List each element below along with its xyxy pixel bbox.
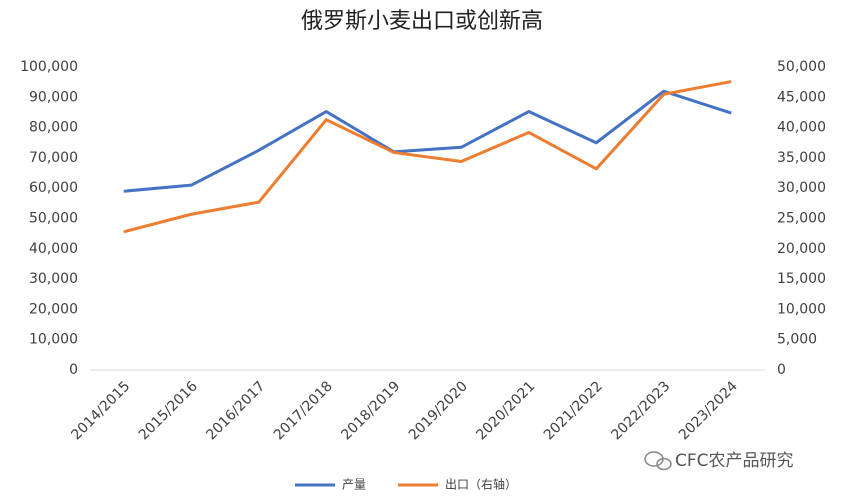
y-tick-label: 80,000: [29, 120, 78, 136]
y-tick-label: 20,000: [29, 301, 78, 317]
y2-tick-label: 0: [777, 362, 786, 378]
y-tick-label: 40,000: [29, 241, 78, 257]
y2-tick-label: 50,000: [777, 59, 826, 75]
y2-tick-label: 40,000: [777, 120, 826, 136]
y-tick-label: 90,000: [29, 89, 78, 105]
x-tick-label: 2016/2017: [203, 378, 268, 443]
y2-tick-label: 5,000: [777, 332, 817, 348]
series-line: [123, 80, 732, 234]
y-tick-label: 0: [69, 362, 78, 378]
x-tick-label: 2021/2022: [541, 378, 606, 443]
x-tick-label: 2022/2023: [608, 378, 673, 443]
x-tick-label: 2020/2021: [473, 378, 538, 443]
y2-tick-label: 10,000: [777, 301, 826, 317]
y-tick-label: 70,000: [29, 150, 78, 166]
x-tick-label: 2019/2020: [406, 378, 471, 443]
legend-label: 产量: [342, 478, 366, 492]
series-line: [123, 89, 732, 193]
y-tick-label: 50,000: [29, 211, 78, 227]
y-tick-label: 100,000: [20, 59, 78, 75]
legend-label: 出口（右轴）: [445, 477, 517, 492]
chart-title: 俄罗斯小麦出口或创新高: [301, 9, 543, 34]
y2-tick-label: 30,000: [777, 180, 826, 196]
y2-tick-label: 45,000: [777, 89, 826, 105]
x-tick-label: 2017/2018: [271, 378, 336, 443]
x-tick-label: 2018/2019: [338, 378, 403, 443]
watermark-icon: [644, 451, 672, 471]
y2-tick-label: 20,000: [777, 241, 826, 257]
y2-tick-label: 25,000: [777, 211, 826, 227]
x-tick-label: 2023/2024: [676, 378, 741, 443]
y-tick-label: 10,000: [29, 332, 78, 348]
y-tick-label: 30,000: [29, 271, 78, 287]
watermark: CFC农产品研究: [675, 451, 794, 471]
y-tick-label: 60,000: [29, 180, 78, 196]
x-tick-label: 2015/2016: [136, 378, 201, 443]
y2-tick-label: 35,000: [777, 150, 826, 166]
x-tick-label: 2014/2015: [68, 378, 133, 443]
y2-tick-label: 15,000: [777, 271, 826, 287]
